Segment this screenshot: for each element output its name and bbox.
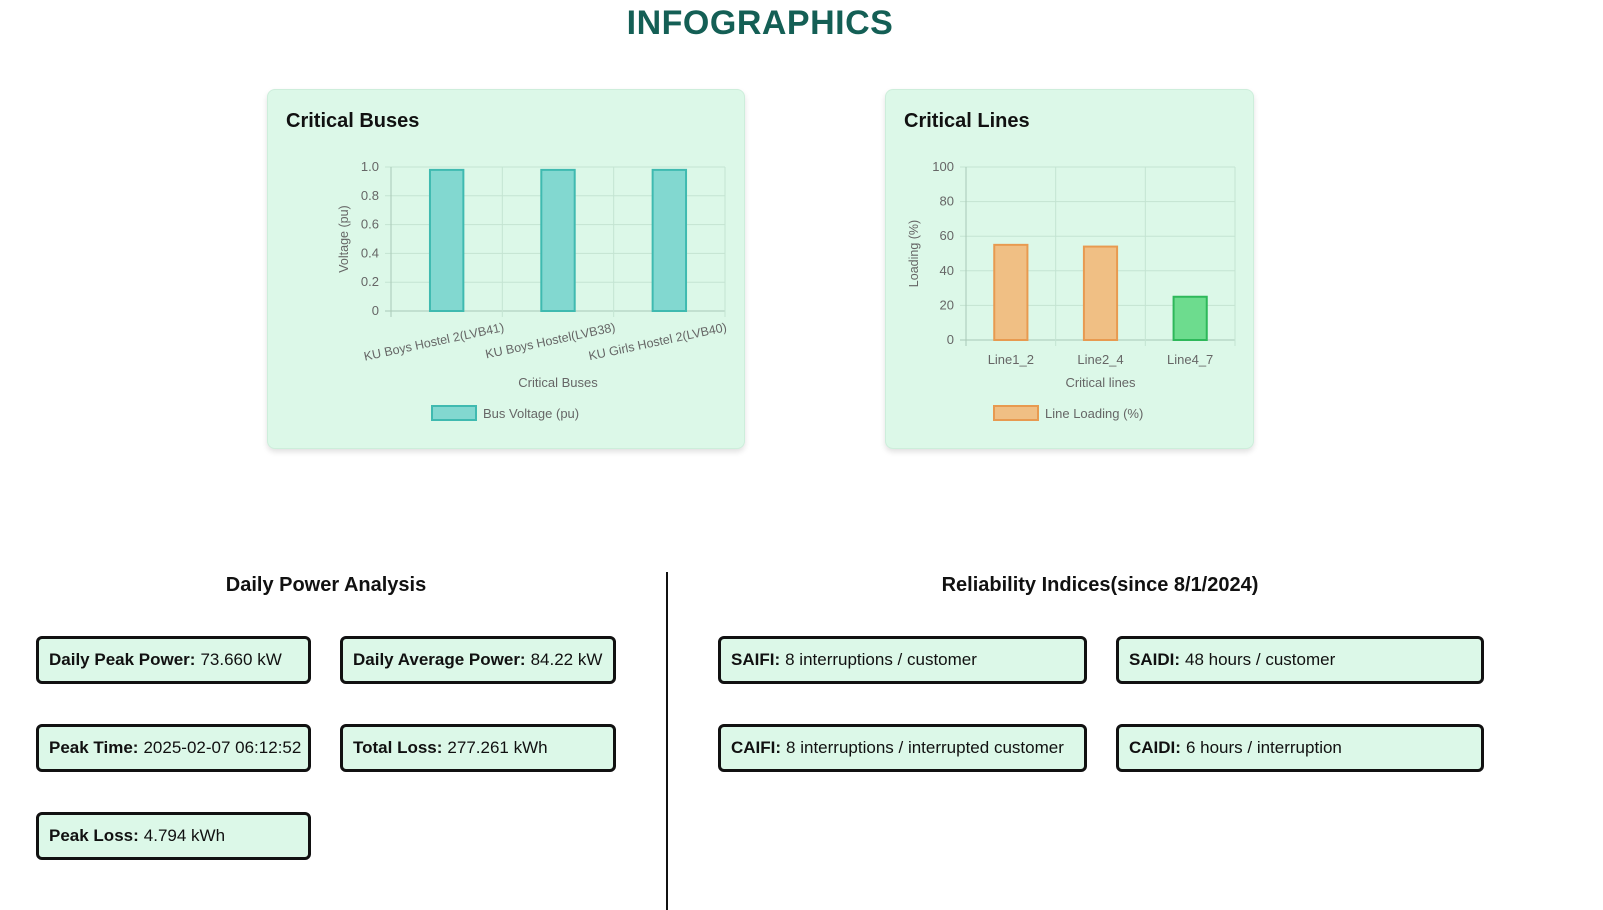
y-tick-label: 80 — [940, 194, 954, 209]
bar — [993, 243, 1029, 342]
daily-peak-power-label: Daily Peak Power: — [49, 650, 196, 669]
x-tick-label: Line1_2 — [988, 352, 1034, 367]
x-tick-label: Line2_4 — [1077, 352, 1123, 367]
reliability-indices-heading: Reliability Indices(since 8/1/2024) — [941, 574, 1259, 596]
bar — [428, 168, 465, 312]
total-loss-box: Total Loss: 277.261 kWh — [340, 724, 616, 772]
bar — [540, 168, 576, 312]
daily-power-analysis-heading: Daily Power Analysis — [225, 574, 427, 596]
legend-label: Line Loading (%) — [1045, 406, 1143, 421]
y-tick-label: 0.4 — [361, 245, 379, 260]
legend-swatch — [993, 405, 1039, 421]
y-tick-label: 0.6 — [361, 217, 379, 232]
page-title: INFOGRAPHICS — [626, 4, 894, 42]
x-tick-label: KU Boys Hostel 2(LVB41) — [363, 320, 506, 363]
total-loss-value: 277.261 kWh — [447, 738, 548, 757]
bar — [1172, 295, 1208, 341]
critical-lines-chart: 0 20 40 60 80 100 Line1_2 Line2_4 Line4_7 Critica… — [907, 159, 1236, 421]
caidi-box: CAIDI: 6 hours / interruption — [1116, 724, 1484, 772]
y-tick-label: 0 — [372, 303, 379, 318]
y-axis-title: Loading (%) — [907, 220, 921, 287]
y-tick-label: 40 — [940, 263, 954, 278]
caidi-label: CAIDI: — [1129, 738, 1181, 757]
y-tick-label: 20 — [940, 297, 954, 312]
legend-label: Bus Voltage (pu) — [483, 406, 579, 421]
y-tick-label: 0.2 — [361, 274, 379, 289]
peak-time-label: Peak Time: — [49, 738, 139, 757]
daily-average-power-label: Daily Average Power: — [353, 650, 526, 669]
bar — [1082, 245, 1119, 341]
x-axis-title: Critical lines — [1065, 375, 1136, 390]
peak-loss-label: Peak Loss: — [49, 826, 139, 845]
critical-buses-title: Critical Buses — [286, 110, 420, 132]
y-tick-label: 0.8 — [361, 188, 379, 203]
saifi-box: SAIFI: 8 interruptions / customer — [718, 636, 1087, 684]
daily-average-power-box: Daily Average Power: 84.22 kW — [340, 636, 616, 684]
saidi-value: 48 hours / customer — [1185, 650, 1336, 669]
total-loss-label: Total Loss: — [353, 738, 443, 757]
caidi-value: 6 hours / interruption — [1185, 738, 1342, 757]
legend-swatch — [431, 405, 477, 421]
y-tick-label: 60 — [940, 228, 954, 243]
saidi-box: SAIDI: 48 hours / customer — [1116, 636, 1484, 684]
y-axis-title: Voltage (pu) — [337, 205, 351, 272]
daily-peak-power-box: Daily Peak Power: 73.660 kW — [36, 636, 311, 684]
y-tick-label: 0 — [947, 332, 954, 347]
caifi-label: CAIFI: — [731, 738, 782, 757]
y-tick-label: 1.0 — [361, 159, 379, 174]
daily-average-power-value: 84.22 kW — [530, 650, 603, 669]
caifi-box: CAIFI: 8 interruptions / interrupted cus… — [718, 724, 1087, 772]
y-tick-label: 100 — [932, 159, 954, 174]
saifi-label: SAIFI: — [731, 650, 781, 669]
x-tick-label: Line4_7 — [1167, 352, 1213, 367]
critical-lines-title: Critical Lines — [904, 110, 1030, 132]
caifi-value: 8 interruptions / interrupted customer — [786, 738, 1064, 757]
section-divider — [666, 572, 668, 910]
peak-loss-value: 4.794 kWh — [143, 826, 226, 845]
saifi-value: 8 interruptions / customer — [785, 650, 977, 669]
peak-loss-box: Peak Loss: 4.794 kWh — [36, 812, 311, 860]
saidi-label: SAIDI: — [1129, 650, 1180, 669]
daily-peak-power-value: 73.660 kW — [200, 650, 282, 669]
critical-buses-card: Critical Buses 0 0.2 0.4 0.6 0.8 1.0 KU Boys H… — [267, 89, 745, 449]
bar — [651, 168, 688, 312]
critical-lines-card: Critical Lines 0 20 40 60 80 100 Line1_2 Line2_… — [885, 89, 1254, 449]
x-axis-title: Critical Buses — [518, 375, 598, 390]
peak-time-value: 2025-02-07 06:12:52 — [143, 738, 302, 757]
critical-buses-chart: 00.20.40.60.81.0KU Boys Hostel 2(LVB41)K… — [337, 159, 728, 421]
peak-time-box: Peak Time: 2025-02-07 06:12:52 — [36, 724, 311, 772]
